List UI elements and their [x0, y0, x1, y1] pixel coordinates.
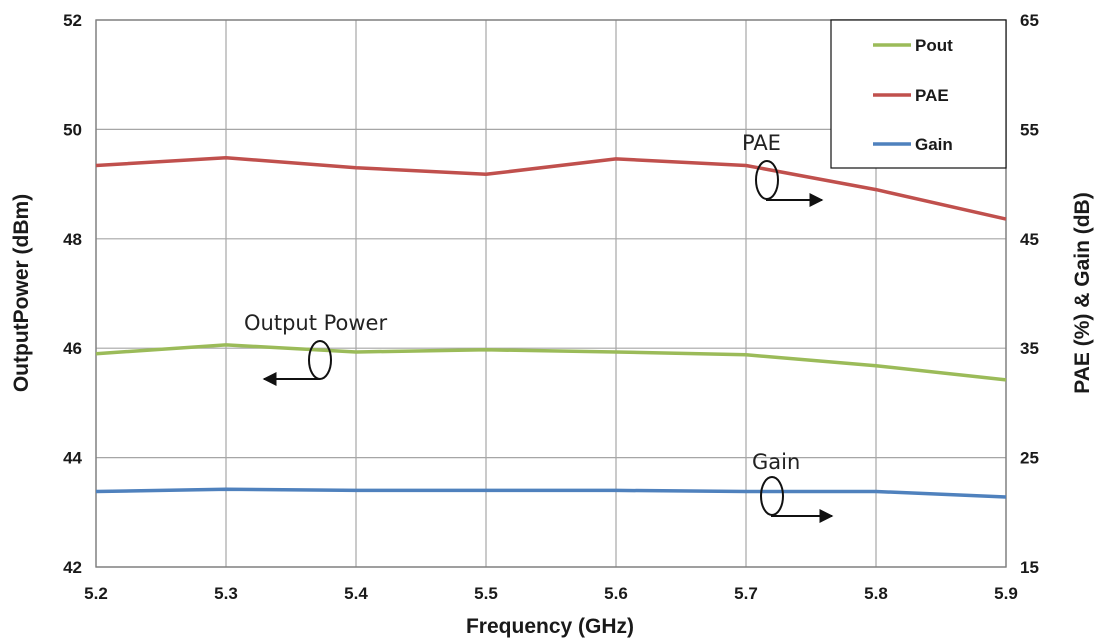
annotation-gain-label: Gain	[752, 450, 800, 474]
left-y-tick-label: 46	[63, 339, 82, 358]
annotation-output-power-ellipse	[308, 340, 332, 380]
legend-box	[830, 19, 1007, 169]
series-line-gain	[95, 487, 1007, 499]
left-y-tick-label: 52	[63, 11, 82, 30]
right-y-tick-label: 15	[1020, 558, 1039, 577]
annotation-output-power-label: Output Power	[244, 311, 387, 335]
x-tick-label: 5.7	[734, 584, 758, 603]
left-y-axis-title: OutputPower (dBm)	[10, 194, 33, 392]
right-y-tick-label: 25	[1020, 449, 1039, 468]
annotation-pae-label: PAE	[742, 131, 781, 155]
annotation-gain-arrow	[771, 509, 834, 523]
series-line-pout	[95, 343, 1007, 382]
x-tick-label: 5.3	[214, 584, 238, 603]
x-tick-label: 5.9	[994, 584, 1018, 603]
x-tick-label: 5.2	[84, 584, 108, 603]
x-tick-label: 5.4	[344, 584, 368, 603]
x-tick-label: 5.6	[604, 584, 628, 603]
annotation-gain-ellipse	[760, 476, 784, 516]
left-y-tick-label: 48	[63, 230, 82, 249]
right-y-axis-title: PAE (%) & Gain (dB)	[1071, 192, 1094, 393]
left-y-tick-label: 50	[63, 120, 82, 139]
plot-area	[95, 19, 1007, 568]
annotation-pae-arrow	[766, 193, 824, 207]
right-y-tick-label: 55	[1020, 120, 1039, 139]
tick-labels: 5.2 5.3 5.4 5.5 5.6 5.7 5.8 5.9 42 44 46 48 50 52 15 25…	[63, 11, 1039, 603]
annotation-pae-ellipse	[755, 160, 779, 200]
legend-label-pae: PAE	[915, 86, 949, 105]
left-y-tick-label: 42	[63, 558, 82, 577]
x-tick-label: 5.8	[864, 584, 888, 603]
right-y-tick-label: 45	[1020, 230, 1039, 249]
legend-label-pout: Pout	[915, 36, 953, 55]
x-axis-title: Frequency (GHz)	[466, 615, 634, 638]
right-y-tick-label: 35	[1020, 339, 1039, 358]
annotations: PAE Output Power Gain	[244, 131, 834, 523]
legend-label-gain: Gain	[915, 135, 953, 154]
legend: Pout PAE Gain	[830, 19, 1007, 169]
x-tick-label: 5.5	[474, 584, 498, 603]
right-y-tick-label: 65	[1020, 11, 1039, 30]
series-line-pae	[95, 156, 1007, 221]
left-y-tick-label: 44	[63, 449, 82, 468]
series-lines	[95, 156, 1007, 499]
